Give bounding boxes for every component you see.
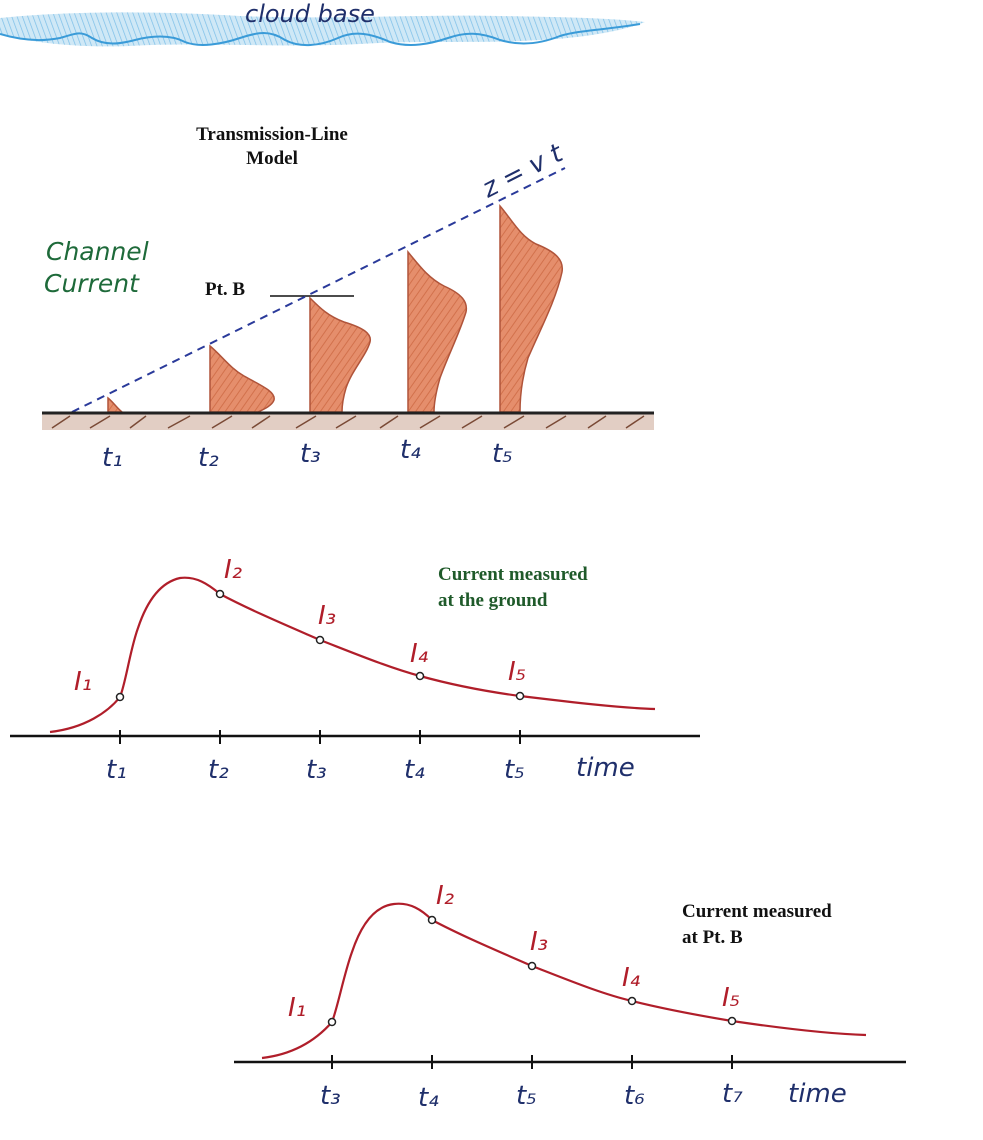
ptb-time-label-4: t₆ bbox=[624, 1081, 645, 1111]
ptb-point-1 bbox=[327, 1017, 337, 1027]
ground-plot-ticks bbox=[119, 730, 521, 744]
ptb-time-label-1: t₃ bbox=[320, 1081, 341, 1111]
ptb-axis-label: time bbox=[788, 1079, 847, 1109]
ground-axis-label: time bbox=[576, 753, 635, 783]
transmission-line-model: Transmission-Line Model Channel Current … bbox=[42, 124, 654, 473]
ground-plot-caption-line1: Current measured bbox=[438, 564, 588, 585]
ptb-point-label-5: I₅ bbox=[722, 983, 740, 1013]
ground-scratches bbox=[51, 415, 645, 429]
ground-point-4 bbox=[415, 671, 425, 681]
cloud-shading bbox=[0, 12, 645, 47]
ground-point-label-5: I₅ bbox=[508, 657, 526, 687]
ground-soil bbox=[42, 414, 654, 430]
ptb-point-2 bbox=[427, 915, 437, 925]
ground-current-curve bbox=[49, 576, 656, 734]
ptb-point-label-2: I₂ bbox=[436, 881, 454, 911]
ground-point-label-1: I₁ bbox=[74, 667, 92, 697]
ptb-plot-caption-line1: Current measured bbox=[682, 901, 832, 922]
model-time-label-2: t₂ bbox=[198, 443, 219, 473]
ground-point-5 bbox=[515, 691, 525, 701]
ground-current-sample-points bbox=[115, 589, 525, 702]
ptb-time-label-3: t₅ bbox=[516, 1081, 537, 1111]
ptb-point-label-4: I₄ bbox=[622, 963, 641, 993]
ground-time-label-5: t₅ bbox=[504, 755, 525, 785]
ground-time-label-1: t₁ bbox=[106, 755, 127, 785]
model-time-label-1: t₁ bbox=[102, 443, 123, 473]
pt-b-label: Pt. B bbox=[205, 279, 245, 300]
ground-point-1 bbox=[115, 692, 125, 702]
channel-label-line1: Channel bbox=[46, 237, 149, 266]
ptb-time-label-2: t₄ bbox=[418, 1083, 439, 1113]
ground-time-label-4: t₄ bbox=[404, 755, 425, 785]
channel-profile-t3 bbox=[309, 296, 372, 413]
ptb-point-4 bbox=[627, 996, 637, 1006]
model-time-label-3: t₃ bbox=[300, 439, 321, 469]
channel-profile-t1 bbox=[107, 396, 125, 413]
ptb-plot-caption-line2: at Pt. B bbox=[682, 927, 743, 948]
ptb-point-5 bbox=[727, 1016, 737, 1026]
cloud-base: cloud base bbox=[0, 0, 645, 47]
ptb-current-sample-points bbox=[327, 915, 737, 1027]
ptb-point-3 bbox=[527, 961, 537, 971]
ground-point-label-4: I₄ bbox=[410, 639, 429, 669]
ground-time-label-2: t₂ bbox=[208, 755, 229, 785]
model-title-line2: Model bbox=[246, 148, 298, 169]
ptb-point-label-1: I₁ bbox=[288, 993, 306, 1023]
ground-point-2 bbox=[215, 589, 225, 599]
cloud-outline bbox=[0, 23, 641, 46]
ptb-current-plot: I₁ I₂ I₃ I₄ I₅ Current measured at Pt. B… bbox=[234, 881, 906, 1113]
ground-point-label-2: I₂ bbox=[224, 555, 242, 585]
model-time-label-4: t₄ bbox=[400, 435, 421, 465]
ptb-time-label-5: t₇ bbox=[722, 1079, 743, 1109]
ground-time-label-3: t₃ bbox=[306, 755, 327, 785]
ptb-point-label-3: I₃ bbox=[530, 927, 548, 957]
ground-plot-caption-line2: at the ground bbox=[438, 590, 548, 611]
ptb-plot-ticks bbox=[331, 1055, 733, 1069]
z-vt-label: z = v t bbox=[477, 138, 569, 205]
channel-profile-t5 bbox=[499, 203, 564, 413]
ground-point-3 bbox=[315, 635, 325, 645]
model-title-line1: Transmission-Line bbox=[196, 124, 348, 145]
channel-label-line2: Current bbox=[44, 269, 140, 298]
model-time-label-5: t₅ bbox=[492, 439, 513, 469]
ptb-current-curve bbox=[261, 902, 867, 1060]
ground-current-plot: I₁ I₂ I₃ I₄ I₅ Current measured at the g… bbox=[10, 555, 700, 785]
channel-profile-t2 bbox=[209, 344, 275, 413]
return-stroke-front-line bbox=[71, 167, 566, 413]
channel-profile-t4 bbox=[407, 249, 468, 413]
ground-point-label-3: I₃ bbox=[318, 601, 336, 631]
cloud-base-label: cloud base bbox=[245, 0, 375, 28]
